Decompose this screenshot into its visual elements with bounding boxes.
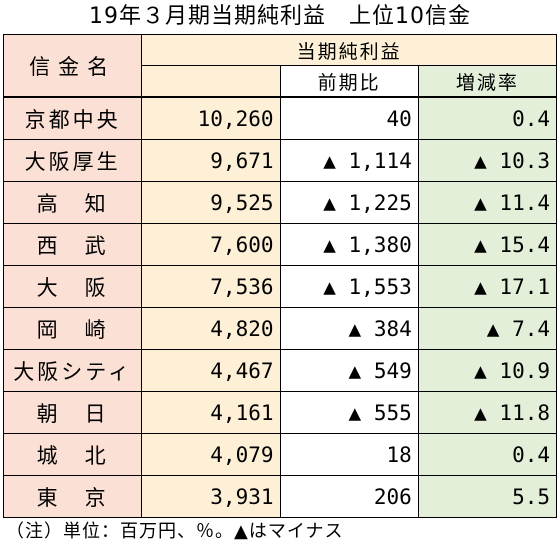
shinkin-name-cell: 東 京 [2, 475, 143, 518]
change-rate-cell: 5.5 [417, 475, 558, 518]
table-title: 19年３月期当期純利益 上位10信金 [89, 4, 471, 29]
change-rate-cell: ▲ 11.4 [417, 181, 558, 224]
change-rate-cell: ▲ 10.9 [417, 349, 558, 392]
change-rate-cell: ▲ 10.3 [417, 139, 558, 182]
table-row: 城 北 4,079 18 0.4 [2, 433, 558, 476]
table-row: 大阪シティ 4,467 ▲ 549 ▲ 10.9 [2, 349, 558, 392]
table-row: 西 武 7,600 ▲ 1,380 ▲ 15.4 [2, 223, 558, 266]
net-profit-cell: 4,467 [141, 349, 281, 392]
shinkin-name-cell: 西 武 [2, 223, 143, 266]
footnote: （注）単位：百万円、％。▲はマイナス [6, 521, 344, 542]
header-change-rate: 増減率 [417, 65, 558, 98]
prev-change-cell: ▲ 1,114 [279, 139, 419, 182]
prev-change-cell: ▲ 549 [279, 349, 419, 392]
table-row: 大阪厚生 9,671 ▲ 1,114 ▲ 10.3 [2, 139, 558, 182]
shinkin-name-cell: 大 阪 [2, 265, 143, 308]
table-row: 高 知 9,525 ▲ 1,225 ▲ 11.4 [2, 181, 558, 224]
prev-change-cell: ▲ 1,553 [279, 265, 419, 308]
net-profit-cell: 7,536 [141, 265, 281, 308]
header-shinkin-name: 信金名 [2, 34, 143, 98]
shinkin-name-cell: 高 知 [2, 181, 143, 224]
net-profit-cell: 9,525 [141, 181, 281, 224]
table-row: 朝 日 4,161 ▲ 555 ▲ 11.8 [2, 391, 558, 434]
prev-change-cell: 18 [279, 433, 419, 476]
net-profit-cell: 9,671 [141, 139, 281, 182]
table-row: 大 阪 7,536 ▲ 1,553 ▲ 17.1 [2, 265, 558, 308]
prev-change-cell: ▲ 384 [279, 307, 419, 350]
shinkin-name-cell: 朝 日 [2, 391, 143, 434]
header-profit-blank [141, 65, 281, 98]
change-rate-cell: ▲ 17.1 [417, 265, 558, 308]
shinkin-name-cell: 大阪厚生 [2, 139, 143, 182]
prev-change-cell: ▲ 555 [279, 391, 419, 434]
net-profit-cell: 3,931 [141, 475, 281, 518]
table-row: 京都中央 10,260 40 0.4 [2, 96, 558, 140]
shinkin-name-cell: 京都中央 [2, 96, 143, 140]
shinkin-name-cell: 大阪シティ [2, 349, 143, 392]
table-row: 岡 崎 4,820 ▲ 384 ▲ 7.4 [2, 307, 558, 350]
change-rate-cell: ▲ 7.4 [417, 307, 558, 350]
header-prev-change: 前期比 [279, 65, 419, 98]
prev-change-cell: 40 [279, 96, 419, 140]
net-profit-cell: 4,161 [141, 391, 281, 434]
change-rate-cell: ▲ 11.8 [417, 391, 558, 434]
prev-change-cell: 206 [279, 475, 419, 518]
net-profit-cell: 7,600 [141, 223, 281, 266]
net-profit-cell: 4,820 [141, 307, 281, 350]
change-rate-cell: 0.4 [417, 433, 558, 476]
table-row: 東 京 3,931 206 5.5 [2, 475, 558, 518]
change-rate-cell: ▲ 15.4 [417, 223, 558, 266]
header-net-profit: 当期純利益 [141, 34, 557, 66]
profit-ranking-table: 信金名 当期純利益 前期比 増減率 京都中央 10,260 40 0.4 大阪厚生 9,6… [2, 34, 558, 518]
shinkin-name-cell: 城 北 [2, 433, 143, 476]
shinkin-name-cell: 岡 崎 [2, 307, 143, 350]
prev-change-cell: ▲ 1,225 [279, 181, 419, 224]
change-rate-cell: 0.4 [417, 96, 558, 140]
net-profit-cell: 10,260 [141, 96, 281, 140]
header-row-1: 信金名 当期純利益 [2, 34, 557, 98]
prev-change-cell: ▲ 1,380 [279, 223, 419, 266]
net-profit-cell: 4,079 [141, 433, 281, 476]
